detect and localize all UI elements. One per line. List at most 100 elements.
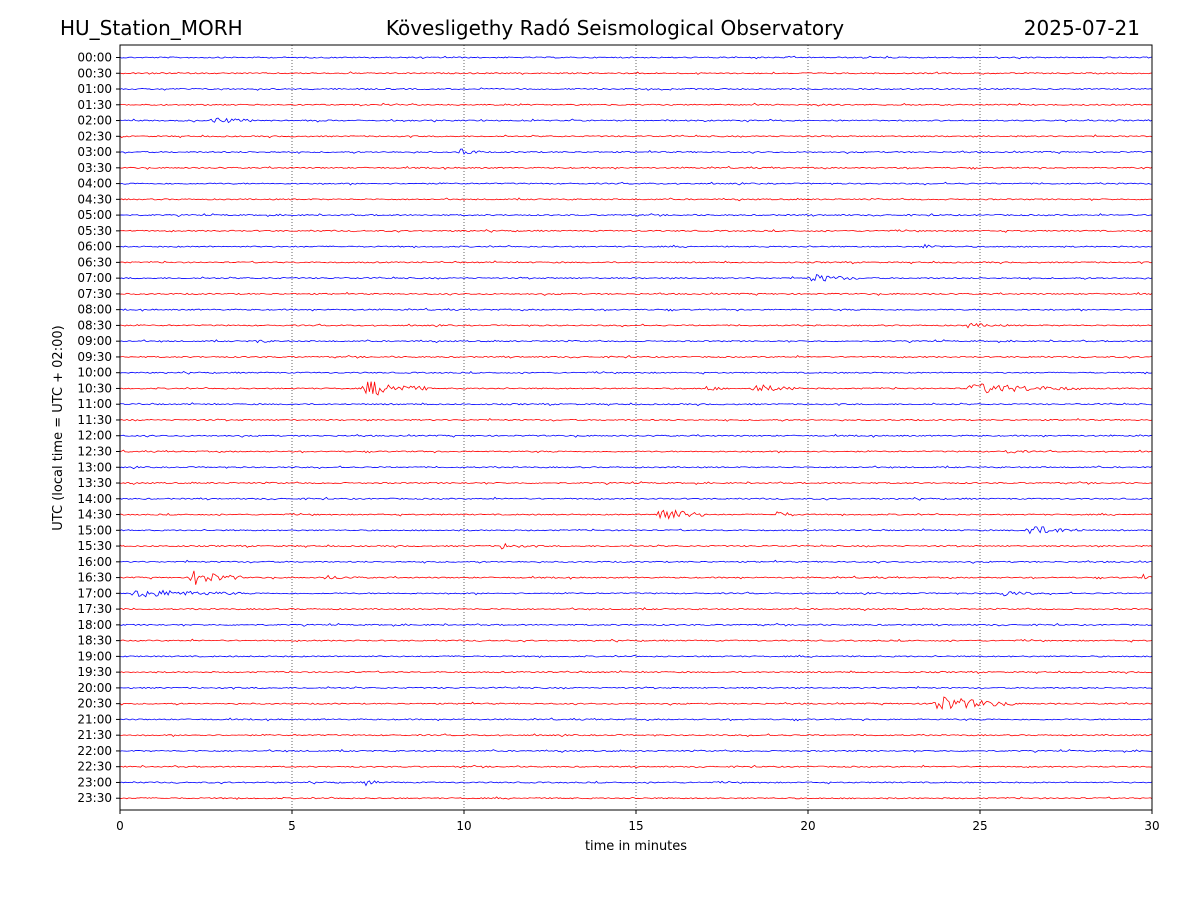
x-tick-label: 20 [800, 819, 815, 833]
trace-2030 [119, 696, 1153, 711]
trace-0130 [119, 102, 1153, 107]
y-tick-label: 17:30 [77, 602, 112, 616]
y-tick-label: 11:30 [77, 413, 112, 427]
seismic-traces [119, 55, 1153, 800]
vertical-gridlines [291, 45, 981, 810]
y-tick-label: 22:30 [77, 760, 112, 774]
y-tick-label: 22:00 [77, 744, 112, 758]
trace-1330 [119, 481, 1153, 485]
x-tick-label: 10 [456, 819, 471, 833]
y-tick-label: 08:00 [77, 303, 112, 317]
y-tick-label: 07:00 [77, 271, 112, 285]
trace-1130 [119, 417, 1153, 422]
trace-1300 [119, 465, 1153, 470]
y-tick-label: 05:00 [77, 208, 112, 222]
trace-2300 [119, 780, 1153, 787]
trace-2200 [119, 748, 1153, 753]
trace-0930 [119, 354, 1153, 359]
trace-0530 [119, 229, 1153, 233]
y-tick-label: 16:00 [77, 555, 112, 569]
y-tick-label: 03:00 [77, 145, 112, 159]
y-tick-label: 10:00 [77, 366, 112, 380]
station-label: HU_Station_MORH [60, 16, 243, 40]
trace-0900 [119, 339, 1153, 344]
y-tick-label: 14:30 [77, 508, 112, 522]
y-tick-label: 11:00 [77, 397, 112, 411]
y-tick-label: 20:30 [77, 697, 112, 711]
trace-0030 [119, 71, 1153, 75]
trace-2230 [119, 764, 1153, 769]
y-tick-label: 05:30 [77, 224, 112, 238]
x-tick-label: 5 [288, 819, 296, 833]
y-tick-label: 21:00 [77, 712, 112, 726]
date-label: 2025-07-21 [1024, 16, 1140, 40]
trace-0630 [119, 260, 1153, 265]
x-tick-label: 15 [628, 819, 643, 833]
trace-1930 [119, 670, 1153, 675]
x-tick-label: 0 [116, 819, 124, 833]
trace-0300 [119, 148, 1153, 155]
x-axis-ticks: 0 5 10 15 20 25 30 [116, 810, 1160, 833]
trace-2330 [119, 796, 1153, 800]
y-tick-label: 06:00 [77, 240, 112, 254]
trace-1000 [119, 370, 1153, 375]
y-tick-label: 01:30 [77, 98, 112, 112]
y-tick-label: 23:00 [77, 775, 112, 789]
y-tick-label: 06:30 [77, 255, 112, 269]
trace-1630 [119, 570, 1153, 585]
trace-0600 [119, 243, 1153, 249]
trace-0500 [119, 213, 1153, 218]
trace-0730 [119, 291, 1153, 296]
trace-1600 [119, 559, 1153, 564]
y-tick-label: 12:00 [77, 429, 112, 443]
y-tick-label: 21:30 [77, 728, 112, 742]
trace-0700 [119, 274, 1153, 282]
trace-2100 [119, 717, 1153, 722]
trace-0000 [119, 55, 1153, 60]
trace-1430 [119, 509, 1153, 520]
y-tick-label: 17:00 [77, 586, 112, 600]
y-tick-label: 13:00 [77, 460, 112, 474]
y-tick-label: 07:30 [77, 287, 112, 301]
trace-0830 [119, 322, 1153, 329]
trace-1530 [119, 542, 1153, 550]
y-tick-label: 00:30 [77, 66, 112, 80]
trace-0330 [119, 165, 1153, 170]
y-tick-label: 08:30 [77, 318, 112, 332]
y-tick-label: 15:30 [77, 539, 112, 553]
trace-0100 [119, 87, 1153, 91]
y-tick-label: 02:00 [77, 114, 112, 128]
plot-frame [119, 44, 1153, 811]
trace-1200 [119, 433, 1153, 438]
y-tick-label: 09:00 [77, 334, 112, 348]
trace-1830 [119, 638, 1153, 643]
trace-1700 [119, 589, 1153, 598]
y-tick-label: 15:00 [77, 523, 112, 537]
trace-0230 [119, 134, 1153, 139]
trace-0200 [119, 117, 1153, 124]
y-tick-label: 19:30 [77, 665, 112, 679]
x-tick-label: 30 [1144, 819, 1159, 833]
y-tick-label: 03:30 [77, 161, 112, 175]
y-tick-label: 13:30 [77, 476, 112, 490]
trace-1800 [119, 622, 1153, 627]
y-tick-label: 09:30 [77, 350, 112, 364]
y-tick-label: 18:30 [77, 634, 112, 648]
trace-1730 [119, 607, 1153, 611]
y-tick-label: 23:30 [77, 791, 112, 805]
y-axis-label: UTC (local time = UTC + 02:00) [51, 325, 66, 530]
y-tick-label: 12:30 [77, 445, 112, 459]
trace-1900 [119, 654, 1153, 659]
y-tick-label: 20:00 [77, 681, 112, 695]
trace-0400 [119, 181, 1153, 186]
trace-1230 [119, 449, 1153, 454]
trace-1100 [119, 402, 1153, 407]
y-tick-label: 14:00 [77, 492, 112, 506]
y-tick-label: 18:00 [77, 618, 112, 632]
x-axis-label: time in minutes [585, 839, 687, 854]
y-tick-label: 10:30 [77, 381, 112, 395]
y-tick-label: 04:30 [77, 192, 112, 206]
trace-1030 [119, 381, 1153, 396]
